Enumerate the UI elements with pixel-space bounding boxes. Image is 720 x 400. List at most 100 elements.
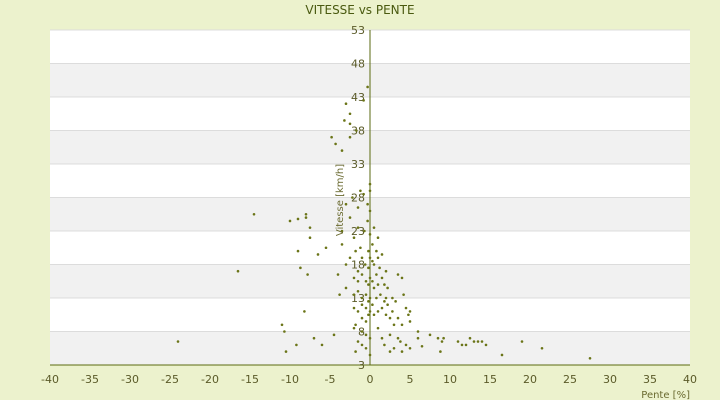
data-point [355, 129, 358, 132]
data-point [402, 293, 405, 296]
data-point [368, 233, 372, 236]
data-point [368, 310, 372, 313]
data-point [520, 340, 524, 343]
data-point [383, 300, 386, 303]
data-point [375, 273, 378, 276]
data-point [376, 283, 380, 286]
y-tick-label: 33 [351, 158, 365, 171]
data-point [252, 212, 256, 216]
data-point [352, 236, 356, 239]
y-axis-label: Vitesse [km/h] [335, 164, 346, 236]
data-point [308, 226, 312, 229]
data-point [324, 246, 328, 250]
data-point [356, 340, 360, 343]
x-axis-label: Pente [%] [641, 390, 690, 400]
data-point [383, 343, 386, 347]
data-point [367, 300, 370, 303]
data-point [408, 310, 412, 313]
data-point [284, 350, 288, 353]
data-point [367, 249, 370, 253]
x-tick-label: -5 [325, 373, 336, 386]
data-point [380, 276, 384, 280]
data-point [388, 333, 392, 337]
data-point [364, 293, 368, 296]
data-point [356, 269, 360, 273]
data-point [399, 340, 402, 343]
data-point [456, 340, 460, 343]
data-point [352, 276, 356, 280]
data-point [336, 273, 340, 276]
data-point [340, 229, 344, 233]
data-point [354, 350, 357, 353]
data-point [394, 300, 397, 303]
x-tick-label: 10 [443, 373, 457, 386]
data-point [376, 310, 380, 313]
x-tick-label: -10 [281, 373, 299, 386]
data-point [288, 219, 292, 223]
data-point [375, 296, 378, 300]
data-point [375, 249, 378, 253]
data-point [372, 226, 376, 229]
x-tick-labels: -40 -35 -30 -25 -20 -15 -10 -5 0 5 10 15 20 25 30 35 40 [41, 373, 697, 386]
data-point [540, 346, 544, 350]
data-point [360, 303, 364, 307]
x-tick-label: -20 [201, 373, 219, 386]
data-point [407, 313, 410, 317]
data-point [356, 206, 360, 209]
data-point [371, 279, 374, 283]
data-point [236, 269, 240, 273]
x-tick-label: 5 [407, 373, 414, 386]
data-point [344, 102, 348, 105]
x-tick-label: -35 [81, 373, 99, 386]
data-point [352, 293, 356, 296]
data-point [340, 149, 344, 152]
data-point [343, 119, 346, 122]
data-point [360, 256, 364, 260]
data-point [360, 330, 364, 333]
y-tick-label: 23 [351, 225, 365, 238]
x-tick-label: 0 [367, 373, 374, 386]
data-point [400, 323, 404, 327]
y-tick-labels: 38131823283338434853 [351, 24, 365, 372]
data-point [295, 343, 298, 347]
chart-title: VITESSE vs PENTE [305, 3, 414, 17]
data-point [364, 279, 368, 283]
data-point [316, 253, 320, 256]
data-point [352, 306, 356, 310]
data-point [356, 226, 360, 229]
data-point [344, 286, 348, 290]
data-point [384, 296, 388, 300]
data-point [380, 336, 384, 340]
data-point [372, 286, 376, 290]
x-tick-label: -25 [161, 373, 179, 386]
data-point [363, 229, 366, 233]
data-point [420, 344, 424, 348]
data-point [351, 196, 354, 199]
data-point [464, 343, 468, 347]
x-tick-label: 20 [523, 373, 537, 386]
x-tick-label: 15 [483, 373, 497, 386]
data-point [362, 192, 365, 196]
data-point [176, 340, 180, 343]
x-tick-label: 35 [643, 373, 657, 386]
data-point [364, 306, 368, 310]
data-point [379, 293, 382, 296]
data-point [348, 135, 352, 139]
data-point [468, 336, 472, 340]
data-points [176, 85, 592, 360]
data-point [386, 286, 389, 290]
y-tick-label: 28 [351, 192, 365, 205]
data-point [480, 340, 484, 343]
data-point [359, 189, 362, 193]
data-point [308, 236, 312, 239]
data-point [476, 340, 480, 343]
data-point [306, 273, 309, 276]
y-tick-label: 53 [351, 24, 365, 37]
data-point [376, 236, 380, 239]
data-point [386, 303, 389, 307]
data-point [368, 296, 372, 300]
data-point [360, 343, 364, 347]
x-tick-label: -30 [121, 373, 139, 386]
data-point [320, 343, 324, 347]
data-point [388, 350, 392, 353]
